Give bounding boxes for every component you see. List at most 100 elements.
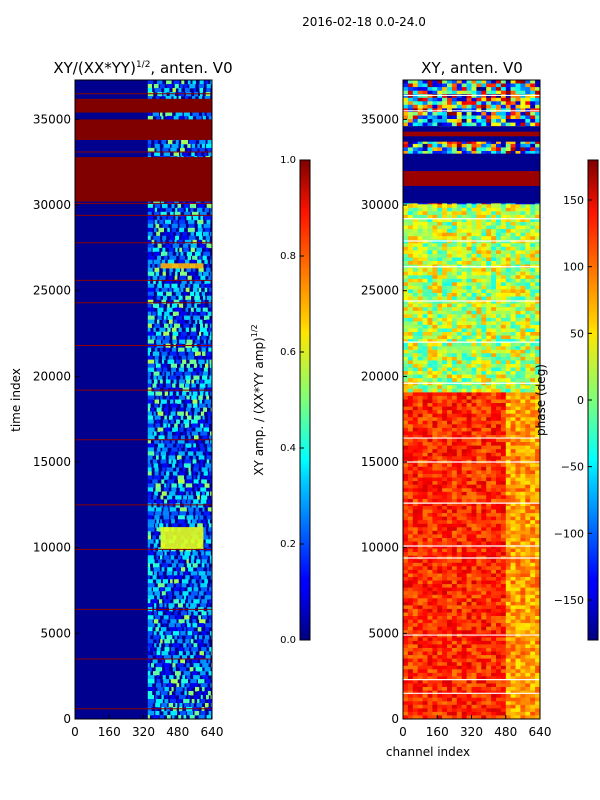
heatmap-cell	[476, 271, 482, 276]
heatmap-cell	[496, 112, 502, 116]
heatmap-cell	[162, 511, 170, 516]
heatmap-cell	[456, 239, 463, 244]
heatmap-cell	[476, 364, 482, 368]
heatmap-cell	[184, 615, 190, 620]
heatmap-cell	[407, 250, 414, 255]
heatmap-cell	[535, 222, 541, 226]
heatmap-cell	[207, 147, 212, 153]
heatmap-cell	[500, 225, 507, 230]
heatmap-cell	[407, 83, 414, 88]
heatmap-cell	[147, 627, 153, 632]
heatmap-cell	[456, 243, 463, 248]
heatmap-cell	[437, 204, 443, 209]
heatmap-cell	[189, 359, 197, 364]
heatmap-cell	[422, 481, 428, 485]
heatmap-cell	[184, 423, 190, 428]
heatmap-cell	[451, 204, 458, 209]
heatmap-cell	[166, 307, 173, 312]
heatmap-cell	[193, 663, 200, 668]
heatmap-cell	[442, 364, 448, 368]
heatmap-cell	[466, 222, 472, 226]
heatmap-cell	[442, 495, 448, 500]
heatmap-cell	[496, 307, 502, 312]
heatmap-cell	[496, 143, 502, 148]
heatmap-cell	[412, 250, 419, 255]
heatmap-cell	[451, 140, 458, 145]
heatmap-cell	[427, 342, 433, 347]
heatmap-cell	[173, 571, 178, 576]
heatmap-cell	[530, 481, 536, 485]
heatmap-cell	[535, 243, 541, 248]
heatmap-cell	[481, 456, 487, 461]
heatmap-cell	[437, 442, 443, 446]
heatmap-cell	[427, 271, 433, 276]
heatmap-cell	[535, 406, 541, 411]
heatmap-cell	[179, 635, 182, 640]
heatmap-cell	[476, 328, 482, 333]
heatmap-cell	[165, 379, 171, 384]
heatmap-cell	[496, 488, 502, 493]
heatmap-cell	[147, 539, 154, 544]
heatmap-cell	[476, 392, 482, 397]
heatmap-cell	[176, 231, 180, 237]
heatmap-cell	[505, 317, 512, 322]
heatmap-cell	[432, 80, 438, 84]
heatmap-cell	[432, 211, 438, 216]
heatmap-cell	[161, 491, 167, 496]
heatmap-cell	[178, 96, 181, 101]
heatmap-cell	[191, 591, 198, 596]
heatmap-cell	[451, 488, 458, 493]
heatmap-cell	[520, 211, 526, 216]
heatmap-cell	[505, 122, 512, 127]
heatmap-cell	[193, 315, 200, 320]
heatmap-cell	[147, 595, 155, 600]
heatmap-cell	[520, 353, 526, 358]
heatmap-cell	[437, 374, 443, 379]
heatmap-cell	[162, 447, 168, 452]
heatmap-cell	[422, 151, 428, 155]
heatmap-cell	[466, 214, 472, 219]
heatmap-cell	[159, 503, 163, 508]
heatmap-cell	[491, 445, 497, 450]
heatmap-cell	[447, 253, 453, 258]
heatmap-cell	[510, 94, 516, 99]
heatmap-cell	[476, 147, 482, 152]
heatmap-cell	[422, 356, 428, 361]
heatmap-cell	[403, 250, 409, 255]
heatmap-cell	[193, 575, 199, 580]
heatmap-cell	[461, 399, 467, 404]
heatmap-cell	[412, 204, 419, 209]
heatmap-cell	[491, 285, 497, 290]
heatmap-cell	[481, 236, 487, 241]
heatmap-cell	[422, 225, 428, 230]
heatmap-cell	[466, 474, 472, 478]
heatmap-cell	[171, 303, 178, 308]
heatmap-cell	[173, 115, 179, 121]
heatmap-cell	[432, 502, 438, 507]
heatmap-cell	[407, 246, 414, 251]
heatmap-cell	[486, 112, 492, 116]
heatmap-cell	[147, 691, 153, 696]
heatmap-cell	[417, 140, 423, 145]
heatmap-cell	[466, 87, 472, 91]
heatmap-cell	[152, 459, 158, 464]
heatmap-cell	[520, 385, 526, 390]
heatmap-cell	[184, 571, 189, 576]
heatmap-cell	[481, 466, 487, 471]
heatmap-cell	[525, 452, 531, 457]
heatmap-cell	[157, 427, 164, 432]
heatmap-cell	[173, 599, 179, 604]
heatmap-cell	[147, 571, 153, 576]
heatmap-cell	[510, 413, 516, 418]
heatmap-cell	[185, 491, 189, 496]
heatmap-cell	[442, 452, 448, 457]
heatmap-cell	[530, 101, 536, 106]
heatmap-cell	[437, 388, 443, 393]
heatmap-cell	[422, 385, 428, 390]
heatmap-cell	[179, 571, 184, 576]
heatmap-cell	[505, 364, 512, 368]
heatmap-cell	[403, 506, 409, 510]
heatmap-cell	[172, 427, 178, 432]
heatmap-cell	[505, 335, 512, 340]
heatmap-cell	[200, 695, 203, 700]
